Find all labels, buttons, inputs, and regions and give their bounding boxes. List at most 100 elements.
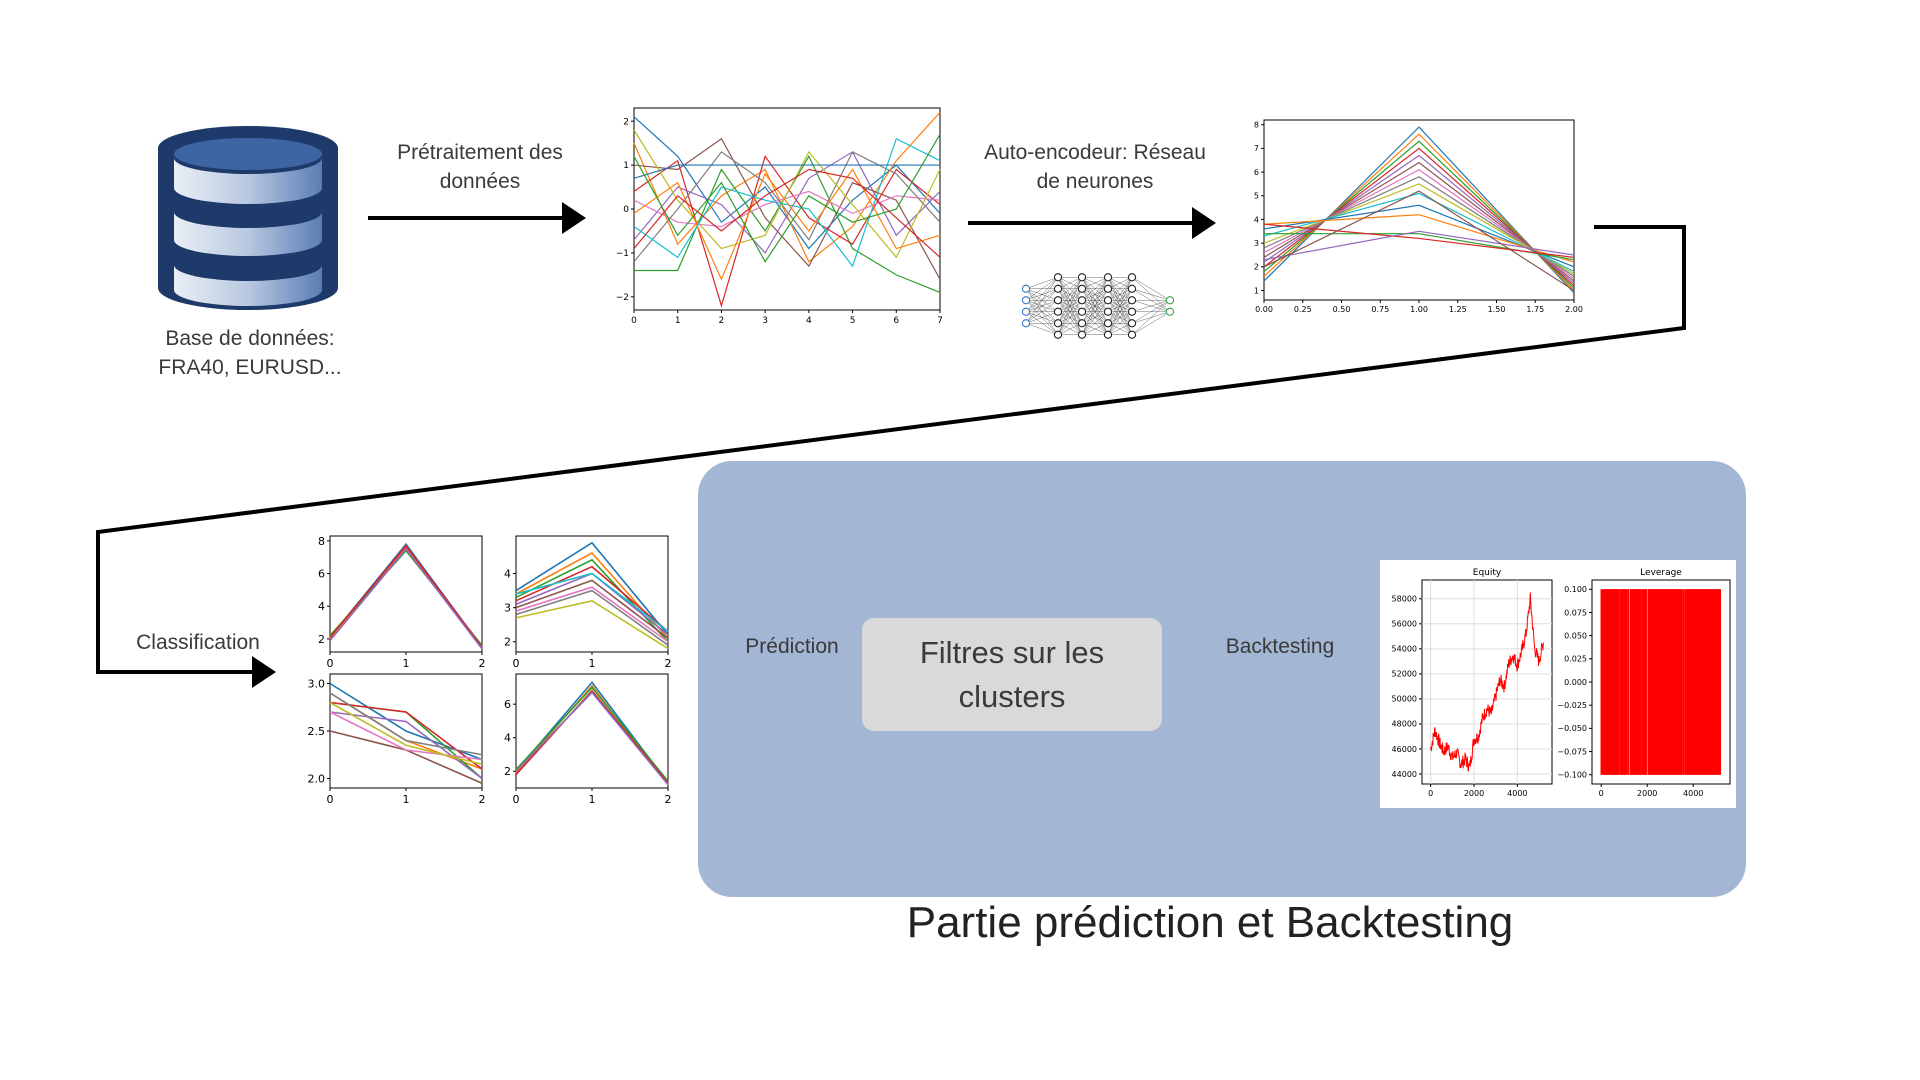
neural-network-icon — [1021, 273, 1175, 339]
y-tick-label: 2 — [318, 633, 325, 646]
series-line — [329, 701, 483, 766]
x-tick-label: 3 — [762, 316, 768, 326]
y-tick-label: −0.075 — [1557, 747, 1587, 756]
y-tick-label: 44000 — [1392, 770, 1417, 779]
series-line — [633, 154, 941, 308]
y-tick-label: 8 — [318, 535, 325, 548]
series-line — [1263, 161, 1575, 282]
x-tick-label: 2 — [479, 657, 486, 670]
series-line — [515, 689, 669, 784]
prediction-label: Prédiction — [745, 635, 839, 658]
x-tick-label: 5 — [850, 316, 856, 326]
y-tick-label: 0 — [623, 205, 629, 215]
series-line — [633, 190, 941, 228]
series-line — [329, 711, 483, 780]
y-tick-label: 58000 — [1392, 595, 1417, 604]
x-tick-label: 6 — [893, 316, 899, 326]
y-tick-label: 1 — [623, 161, 629, 171]
y-tick-label: 3 — [504, 601, 511, 614]
y-tick-label: 8 — [1254, 121, 1259, 130]
y-tick-label: 2 — [504, 636, 511, 649]
y-tick-label: −2 — [616, 293, 629, 303]
classification-label: Classification — [136, 631, 260, 654]
y-tick-label: 2.5 — [308, 725, 326, 738]
x-tick-label: 1.75 — [1526, 305, 1544, 314]
x-tick-label: 0 — [327, 793, 334, 806]
y-tick-label: 6 — [318, 567, 325, 580]
series-line — [633, 137, 941, 268]
y-tick-label: 2 — [1254, 263, 1259, 272]
series-line — [329, 544, 483, 648]
x-tick-label: 0 — [631, 316, 637, 326]
cluster-chart-2: 0 1 2 4 3 2 — [504, 535, 672, 670]
series-line — [1263, 223, 1575, 258]
x-tick-label: 4000 — [1507, 789, 1527, 798]
filter-label: Filtres sur les clusters — [919, 634, 1105, 714]
y-tick-label: 6 — [504, 698, 511, 711]
x-tick-label: 2 — [479, 793, 486, 806]
plot-frame — [633, 107, 941, 311]
series-line — [633, 168, 941, 281]
preprocessed-chart: 0 1 2 3 4 5 6 7 2 1 0 −1 −2 — [616, 107, 943, 326]
y-tick-label: 0.075 — [1564, 608, 1587, 617]
preprocessing-label: Prétraitement des données — [397, 141, 563, 193]
series-line — [515, 691, 669, 786]
y-tick-label: 48000 — [1392, 720, 1417, 729]
series-line — [1263, 154, 1575, 284]
x-tick-label: 7 — [937, 316, 943, 326]
y-tick-label: 2 — [504, 765, 511, 778]
x-tick-label: 1 — [403, 793, 410, 806]
x-tick-label: 4 — [806, 316, 812, 326]
x-tick-label: 1.50 — [1488, 305, 1506, 314]
series-line — [1263, 169, 1575, 280]
series-line — [1263, 192, 1575, 273]
series-line — [1263, 230, 1575, 261]
series-line — [1263, 190, 1575, 292]
series-line — [515, 541, 669, 636]
y-tick-label: 0.000 — [1564, 678, 1587, 687]
x-tick-label: 1 — [589, 793, 596, 806]
plot-frame — [1263, 119, 1575, 301]
cluster-chart-3: 0 1 2 3.0 2.5 2.0 — [308, 673, 486, 806]
x-tick-label: 0.50 — [1333, 305, 1351, 314]
series-line — [1430, 592, 1544, 772]
x-tick-label: 2 — [719, 316, 725, 326]
backtest-results: 0 2000 4000 58000 56000 54000 52000 50000 48000 4… — [1380, 560, 1736, 808]
x-tick-label: 0 — [513, 657, 520, 670]
database-icon — [158, 126, 338, 310]
series-line — [633, 164, 940, 179]
filter-box: Filtres sur les clusters — [862, 618, 1162, 731]
equity-chart: 0 2000 4000 58000 56000 54000 52000 50000 48000 4… — [1392, 568, 1553, 798]
x-tick-label: 2000 — [1464, 789, 1484, 798]
y-tick-label: 0.100 — [1564, 585, 1587, 594]
y-tick-label: 56000 — [1392, 620, 1417, 629]
x-tick-label: 0.00 — [1255, 305, 1273, 314]
series-line — [1263, 183, 1575, 275]
x-tick-label: 2 — [665, 793, 672, 806]
y-tick-label: 54000 — [1392, 645, 1417, 654]
chart-title: Leverage — [1640, 568, 1682, 578]
series-line — [515, 586, 669, 643]
autoencoder-label: Auto-encodeur: Réseau de neurones — [984, 141, 1206, 193]
x-tick-label: 1.25 — [1449, 305, 1467, 314]
plot-frame — [329, 535, 483, 653]
x-tick-label: 0 — [513, 793, 520, 806]
x-tick-label: 0 — [327, 657, 334, 670]
y-tick-label: 50000 — [1392, 695, 1417, 704]
x-tick-label: 1 — [675, 316, 681, 326]
y-tick-label: 3.0 — [308, 677, 326, 690]
chart-title: Equity — [1473, 568, 1502, 578]
x-tick-label: 1.00 — [1410, 305, 1428, 314]
y-tick-label: 0.025 — [1564, 655, 1587, 664]
y-tick-label: 2.0 — [308, 772, 326, 785]
x-tick-label: 0 — [1428, 789, 1433, 798]
x-tick-label: 4000 — [1683, 789, 1703, 798]
series-line — [515, 565, 669, 633]
series-line — [515, 686, 669, 782]
series-line — [515, 599, 669, 650]
y-tick-label: 0.050 — [1564, 631, 1587, 640]
y-tick-label: −0.050 — [1557, 724, 1587, 733]
x-tick-label: 2000 — [1637, 789, 1657, 798]
series-line — [633, 168, 941, 258]
y-tick-label: 4 — [504, 567, 511, 580]
